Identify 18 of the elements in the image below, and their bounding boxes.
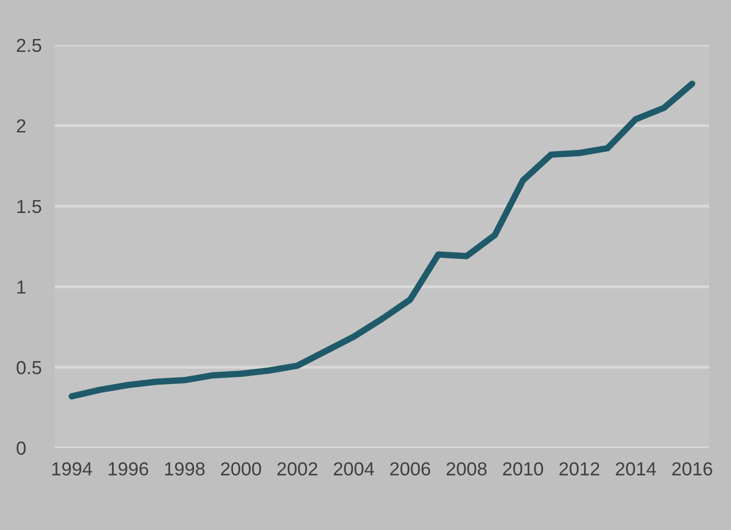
y-tick-label: 0 [16, 442, 26, 455]
x-tick-label: 2004 [334, 462, 374, 476]
y-tick-label: 2.5 [16, 38, 42, 52]
y-tick-label: 2 [16, 119, 26, 132]
x-tick-label: 2010 [503, 462, 544, 476]
y-tick-label: 1.5 [17, 200, 42, 214]
x-tick-label: 2012 [559, 462, 600, 476]
x-tick-label: 2006 [390, 462, 430, 476]
x-tick-label: 1998 [165, 462, 205, 476]
y-tick-label: 1 [17, 280, 26, 294]
x-tick-label: 2002 [277, 462, 318, 476]
x-tick-label: 1994 [52, 462, 92, 476]
x-tick-label: 1996 [108, 462, 148, 476]
x-tick-label: 2000 [221, 462, 262, 476]
x-tick-label: 2016 [672, 462, 712, 476]
x-tick-label: 2008 [446, 462, 487, 476]
y-tick-label: 0.5 [16, 360, 42, 374]
x-tick-label: 2014 [616, 462, 656, 476]
